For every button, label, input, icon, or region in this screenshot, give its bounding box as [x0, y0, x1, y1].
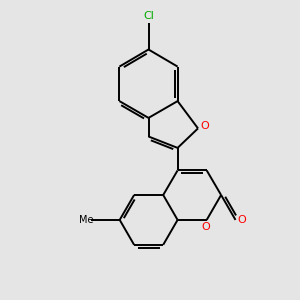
Text: O: O: [202, 221, 211, 232]
Text: O: O: [200, 121, 209, 131]
Text: Cl: Cl: [143, 11, 154, 21]
Text: O: O: [238, 215, 247, 225]
Text: Me: Me: [79, 215, 93, 225]
